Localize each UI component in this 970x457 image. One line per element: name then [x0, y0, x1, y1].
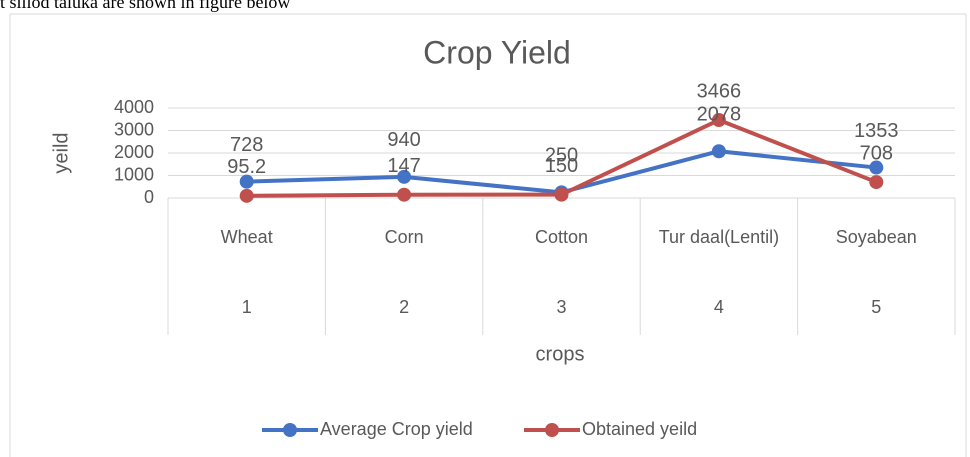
- data-point: [711, 144, 726, 159]
- data-label: 3466: [697, 80, 742, 102]
- data-point: [869, 160, 884, 175]
- data-label: 2078: [697, 104, 742, 126]
- x-tick-index: 5: [871, 297, 881, 317]
- x-tick-label: Corn: [385, 227, 424, 247]
- data-label: 728: [230, 134, 263, 156]
- x-tick-label: Wheat: [221, 227, 273, 247]
- y-tick-label: 4000: [114, 97, 154, 117]
- data-label: 250: [545, 145, 578, 167]
- data-label: 150: [545, 155, 578, 177]
- data-label: 708: [860, 142, 893, 164]
- data-point: [554, 187, 569, 202]
- data-label: 1353: [854, 120, 899, 142]
- data-point: [397, 169, 412, 184]
- x-tick-index: 2: [399, 297, 409, 317]
- chart-border: [9, 13, 967, 457]
- y-tick-label: 0: [144, 187, 154, 207]
- x-tick-label: Soyabean: [836, 227, 917, 247]
- x-tick-index: 4: [714, 297, 724, 317]
- legend-marker: [545, 423, 559, 437]
- chart-title: Crop Yield: [423, 34, 571, 70]
- legend-label: Obtained yeild: [582, 419, 697, 439]
- data-point: [239, 174, 254, 189]
- data-point: [711, 113, 726, 128]
- data-point: [239, 188, 254, 203]
- x-tick-label: Cotton: [535, 227, 588, 247]
- y-axis-title: yeild: [50, 132, 72, 173]
- data-point: [397, 187, 412, 202]
- data-label: 147: [387, 155, 420, 177]
- y-tick-label: 1000: [114, 164, 154, 184]
- caption: t sillod taluka are shown in figure belo…: [0, 0, 290, 12]
- data-label: 940: [387, 129, 420, 151]
- x-axis-title: crops: [536, 343, 585, 365]
- x-tick-index: 1: [242, 297, 252, 317]
- y-tick-label: 2000: [114, 142, 154, 162]
- data-point: [869, 175, 884, 190]
- legend-label: Average Crop yield: [320, 419, 473, 439]
- x-tick-index: 3: [556, 297, 566, 317]
- x-tick-label: Tur daal(Lentil): [659, 227, 779, 247]
- y-tick-label: 3000: [114, 119, 154, 139]
- data-label: 95.2: [227, 156, 266, 178]
- legend-marker: [283, 423, 297, 437]
